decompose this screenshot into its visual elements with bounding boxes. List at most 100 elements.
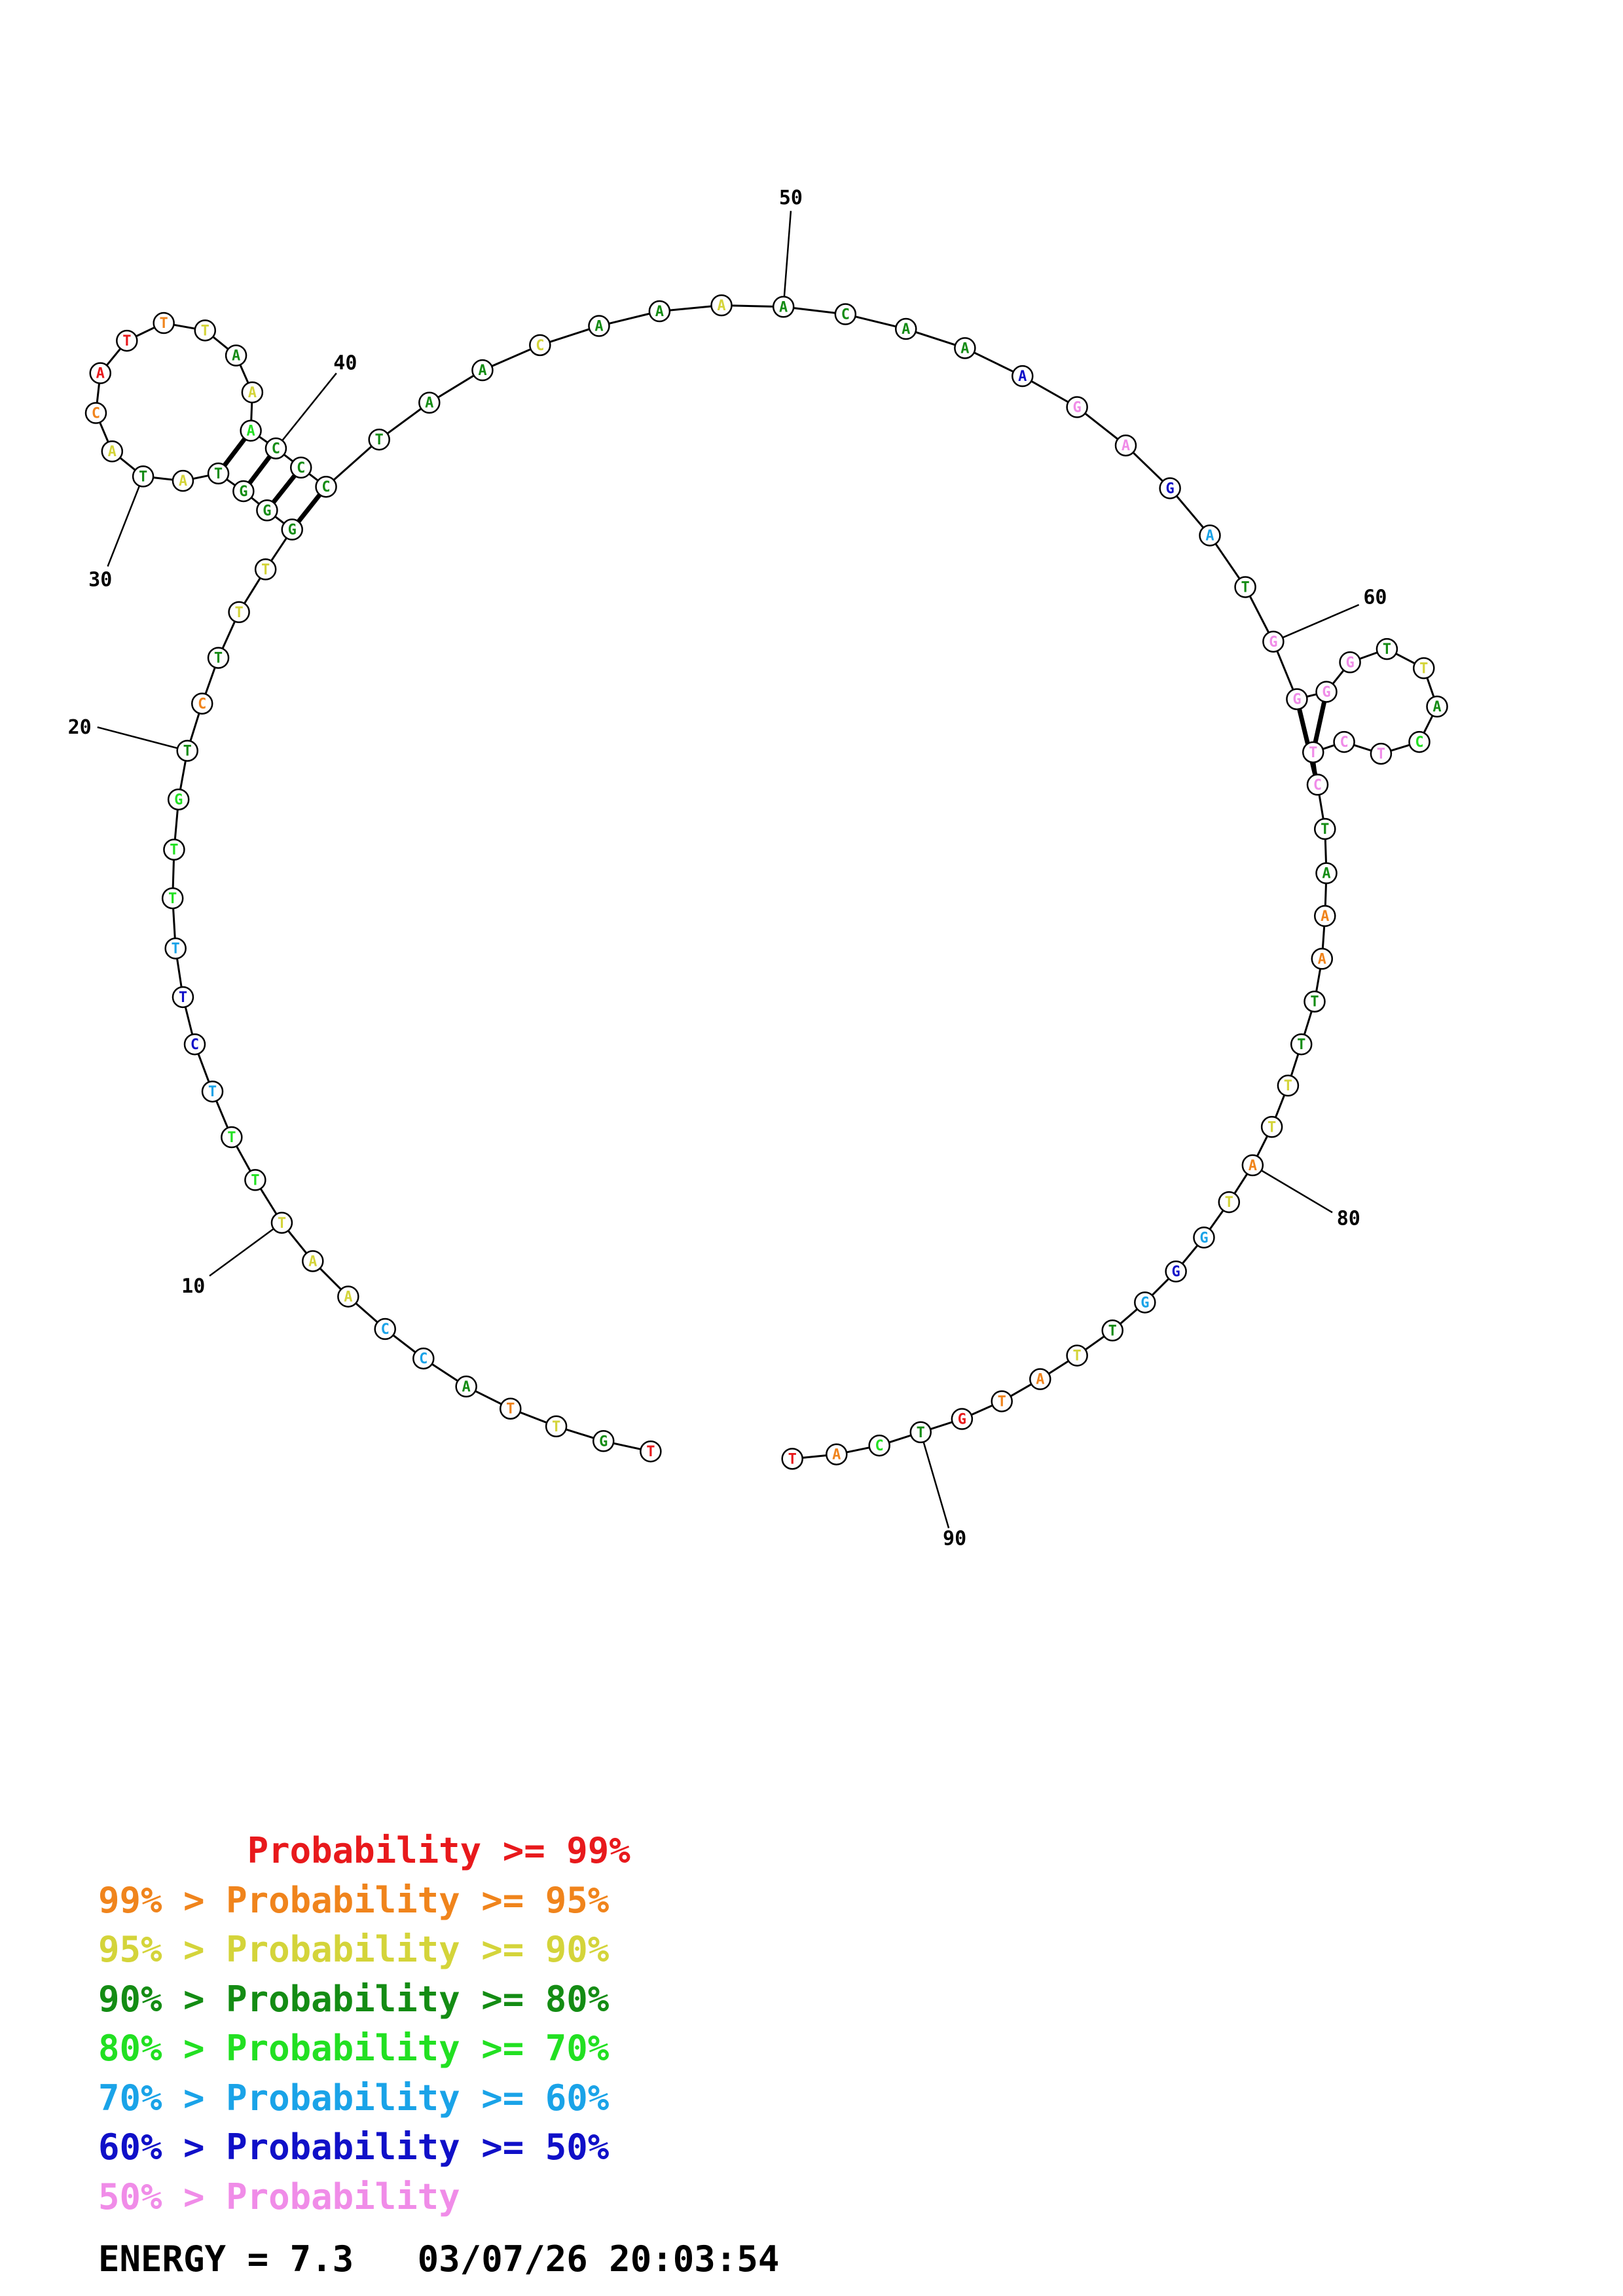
nucleotide-circle: [221, 1126, 243, 1149]
nucleotide-circle: [368, 428, 390, 451]
nucleotide-letter: T: [1419, 660, 1428, 677]
nucleotide-circle: [374, 1318, 396, 1340]
nucleotide-letter: G: [288, 522, 297, 539]
nucleotide-circle: [172, 469, 194, 492]
legend-line: 90% > Probability >= 80%: [98, 1978, 610, 2020]
nucleotide: T: [545, 1415, 568, 1438]
nucleotide-circle: [89, 362, 111, 384]
nucleotide-circle: [500, 1397, 522, 1420]
nucleotide-letter: A: [308, 1253, 317, 1270]
nucleotide-letter: A: [462, 1379, 471, 1395]
nucleotide-circle: [241, 381, 264, 404]
nucleotide: G: [232, 480, 255, 503]
nucleotide-letter: G: [1166, 480, 1175, 497]
nucleotide-circle: [1413, 657, 1435, 679]
nucleotide-letter: G: [1199, 1230, 1208, 1246]
nucleotide: T: [368, 428, 390, 451]
nucleotide: A: [954, 337, 976, 359]
nucleotide-circle: [172, 986, 194, 1009]
nucleotide-circle: [1370, 742, 1393, 765]
nucleotide-circle: [228, 601, 250, 624]
nucleotide-circle: [254, 558, 277, 581]
nucleotide-letter: T: [160, 315, 168, 332]
nucleotide-letter: T: [552, 1419, 560, 1435]
nucleotide: T: [1304, 990, 1326, 1013]
position-label: 80: [1337, 1208, 1360, 1230]
nucleotide: A: [1315, 862, 1338, 884]
nucleotide: A: [1114, 434, 1137, 457]
nucleotide-letter: T: [208, 1084, 217, 1100]
nucleotide-circle: [418, 391, 441, 414]
nucleotide-circle: [909, 1421, 932, 1444]
nucleotide-circle: [153, 312, 175, 334]
nucleotide-circle: [545, 1415, 568, 1438]
nucleotide-letter: T: [201, 323, 210, 339]
nucleotide-letter: G: [958, 1411, 966, 1427]
nucleotide-letter: T: [234, 605, 243, 621]
nucleotide-letter: T: [122, 333, 131, 350]
nucleotide: T: [1413, 657, 1435, 679]
nucleotide-letter: T: [1297, 1037, 1305, 1053]
nucleotide-letter: G: [1322, 684, 1330, 700]
nucleotide: T: [1290, 1033, 1313, 1056]
position-label: 90: [943, 1528, 966, 1551]
nucleotide-circle: [1193, 1227, 1215, 1249]
nucleotide: T: [1260, 1116, 1283, 1138]
nucleotide-circle: [1066, 1344, 1088, 1367]
nucleotide-circle: [1339, 651, 1361, 673]
position-tick: [275, 372, 337, 449]
nucleotide-circle: [207, 462, 230, 485]
nucleotide-letter: A: [832, 1447, 841, 1463]
nucleotide-circle: [289, 456, 312, 479]
nucleotide-circle: [163, 838, 185, 861]
nucleotide-circle: [1159, 477, 1181, 499]
nucleotide-circle: [1218, 1191, 1241, 1213]
nucleotide-circle: [176, 740, 198, 762]
nucleotide-letter: T: [1267, 1119, 1276, 1136]
nucleotide-circle: [412, 1347, 435, 1370]
nucleotide: A: [826, 1443, 848, 1465]
nucleotide: G: [1066, 396, 1088, 418]
nucleotide: G: [256, 499, 278, 522]
nucleotide: T: [991, 1390, 1013, 1412]
nucleotide: T: [153, 312, 175, 334]
nucleotide-circle: [270, 1211, 293, 1234]
nucleotide: T: [194, 319, 217, 342]
nucleotide-letter: A: [96, 366, 105, 382]
nucleotide-letter: C: [198, 696, 206, 712]
nucleotide: C: [183, 1033, 206, 1056]
nucleotide-letter: A: [1432, 699, 1441, 715]
nucleotide: A: [240, 420, 262, 442]
nucleotide-letter: A: [960, 340, 969, 357]
nucleotide: C: [834, 303, 857, 325]
nucleotide-circle: [164, 937, 187, 960]
legend-line: 50% > Probability: [98, 2176, 460, 2217]
legend-line: 95% > Probability >= 90%: [98, 1929, 610, 1970]
legend-line: 60% > Probability >= 50%: [98, 2126, 610, 2168]
nucleotide: T: [228, 601, 250, 624]
nucleotide-letter: A: [1322, 866, 1330, 882]
nucleotide: A: [588, 315, 610, 337]
nucleotide-circle: [1262, 630, 1285, 653]
position-tick: [209, 1222, 283, 1277]
nucleotide: G: [592, 1430, 615, 1452]
nucleotide: G: [167, 788, 190, 811]
nucleotide: C: [289, 456, 312, 479]
nucleotide-circle: [225, 344, 247, 367]
nucleotide-letter: A: [1321, 908, 1329, 925]
nucleotide-circle: [1165, 1260, 1187, 1283]
nucleotide-circle: [1134, 1291, 1156, 1314]
nucleotide: G: [1315, 681, 1338, 703]
nucleotide-letter: T: [1321, 821, 1329, 838]
nucleotide-circle: [244, 1169, 266, 1191]
nucleotide: A: [101, 440, 124, 463]
position-label: 30: [88, 569, 112, 592]
nucleotide: G: [1262, 630, 1285, 653]
position-tick: [1273, 603, 1360, 643]
nucleotide-circle: [256, 499, 278, 522]
nucleotide-letter: A: [1018, 368, 1027, 385]
nucleotide: T: [1277, 1074, 1300, 1097]
nucleotide: A: [172, 469, 194, 492]
nucleotide: T: [221, 1126, 243, 1149]
nucleotide-circle: [116, 329, 138, 352]
